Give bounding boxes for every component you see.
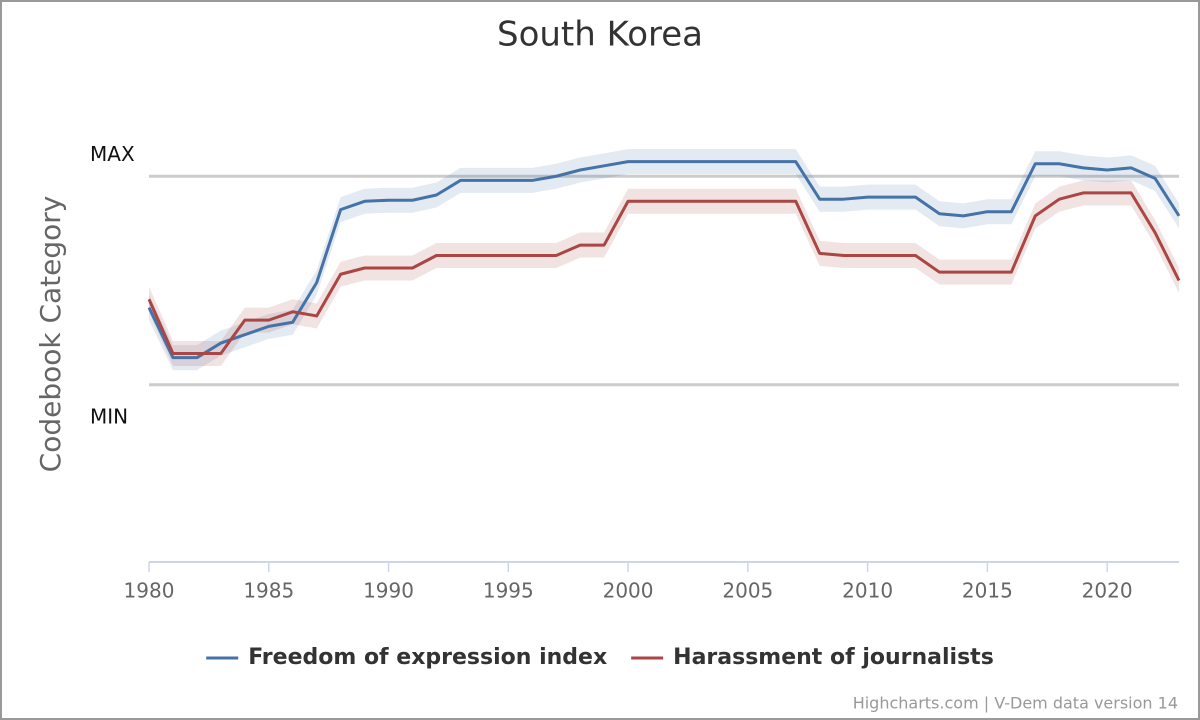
- legend-label: Harassment of journalists: [673, 645, 994, 670]
- chart-title: South Korea: [497, 15, 703, 55]
- series-line: [147, 160, 1181, 360]
- series-line: [147, 191, 1181, 355]
- y-tick-label: MIN: [90, 404, 128, 428]
- x-tick-label: 2000: [603, 579, 654, 603]
- x-tick-label: 2015: [962, 579, 1013, 603]
- y-axis-label: Codebook Category: [34, 196, 67, 473]
- x-tick-label: 1985: [243, 579, 294, 603]
- confidence-band: [149, 149, 1179, 371]
- x-tick-label: 1990: [363, 579, 414, 603]
- x-tick-label: 1995: [483, 579, 534, 603]
- legend-label: Freedom of expression index: [248, 645, 607, 670]
- y-tick-label: MAX: [90, 142, 135, 166]
- x-tick-label: 2010: [842, 579, 893, 603]
- credits: Highcharts.com | V-Dem data version 14: [853, 694, 1178, 713]
- x-tick-label: 2020: [1082, 579, 1133, 603]
- x-tick-label: 2005: [722, 579, 773, 603]
- x-tick-label: 1980: [124, 579, 175, 603]
